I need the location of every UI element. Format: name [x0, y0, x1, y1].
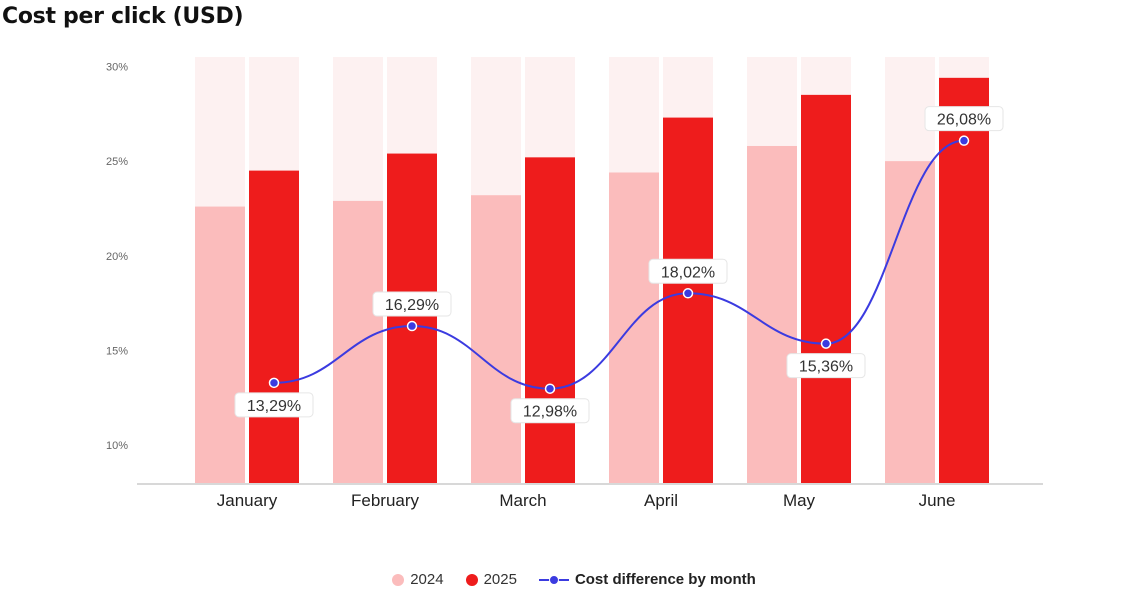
legend-label-2025: 2025 [483, 571, 517, 588]
line-point [958, 135, 970, 146]
legend-label-cost-difference: Cost difference by month [574, 571, 756, 588]
data-label: 26,08% [937, 112, 991, 129]
y-tick-label: 20% [106, 251, 128, 263]
y-tick-label: 25% [106, 156, 128, 168]
legend-swatch-2025 [465, 573, 478, 586]
bar-2025 [387, 153, 437, 483]
y-tick-label: 30% [106, 61, 128, 73]
x-tick-label: May [783, 491, 816, 510]
line-point [682, 288, 694, 299]
data-label: 13,29% [247, 398, 301, 415]
chart-title: Cost per click (USD) [2, 4, 244, 29]
bar-2024 [195, 206, 245, 483]
legend-item-2024[interactable]: 2024 [392, 571, 444, 588]
x-tick-label: January [217, 491, 278, 510]
bar-2024 [471, 195, 521, 484]
legend-label-2024: 2024 [410, 571, 444, 588]
legend-swatch-line [538, 574, 569, 586]
bar-2024 [747, 145, 797, 483]
data-label: 18,02% [661, 264, 715, 281]
data-label: 16,29% [385, 297, 439, 314]
data-label-box [648, 258, 728, 284]
x-tick-label: March [499, 491, 546, 510]
data-label-box [924, 106, 1004, 132]
legend-item-2025[interactable]: 2025 [465, 571, 517, 588]
chart-canvas: 30% 25% 20% 15% 10% January February March April… [106, 57, 1043, 510]
bar-2024 [609, 172, 659, 483]
line-point [544, 383, 556, 394]
line-point [820, 338, 832, 349]
chart-legend: 2024 2025 Cost difference by month [0, 571, 1148, 588]
y-tick-label: 10% [106, 440, 128, 452]
legend-swatch-2024 [392, 573, 405, 586]
x-tick-label: February [351, 491, 420, 510]
data-label-box [510, 398, 590, 424]
bar-2025 [525, 157, 575, 483]
data-label-box [786, 353, 866, 379]
bar-2025 [249, 170, 299, 483]
line-point [406, 320, 418, 332]
x-tick-label: April [644, 491, 678, 510]
bar-2025 [663, 117, 713, 483]
legend-item-cost-difference[interactable]: Cost difference by month [538, 571, 756, 588]
y-tick-label: 15% [106, 345, 128, 357]
bar-2024 [333, 200, 383, 484]
bar-2025 [801, 94, 851, 483]
data-label: 15,36% [799, 359, 853, 376]
series-line-cost-difference [273, 139, 965, 390]
line-point [268, 377, 280, 389]
x-tick-label: June [919, 491, 956, 510]
data-label-box [234, 392, 314, 418]
data-label: 12,98% [523, 404, 577, 421]
bar-2024 [885, 161, 935, 483]
data-label-box [372, 291, 452, 317]
